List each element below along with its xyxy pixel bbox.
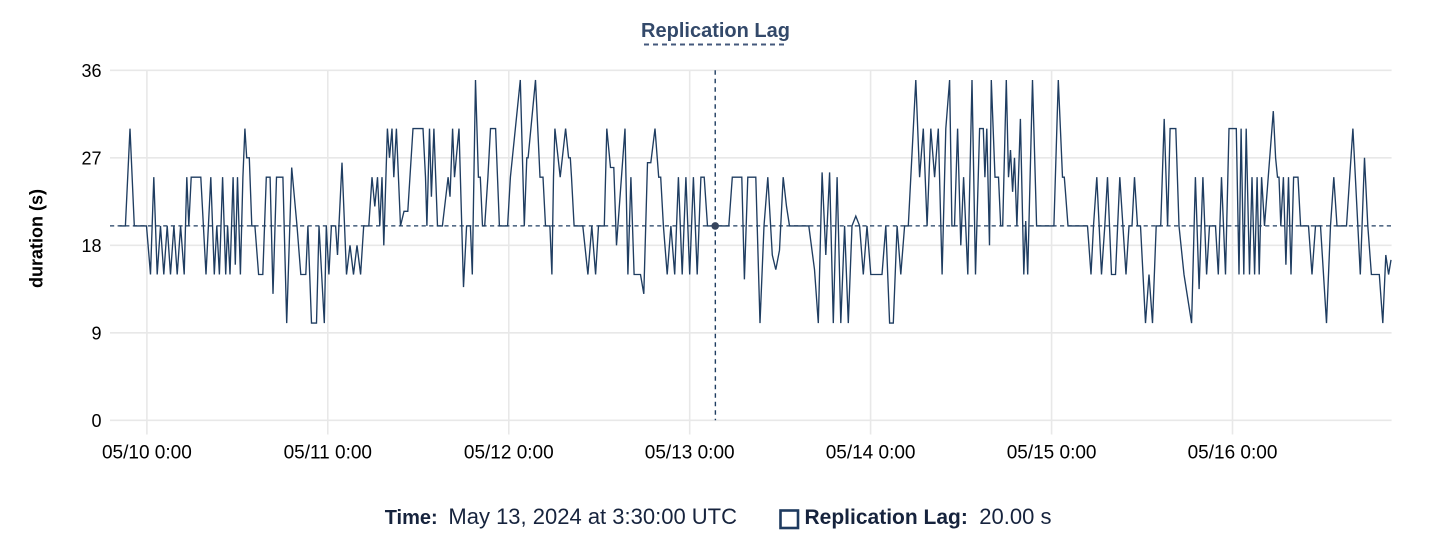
svg-text:05/10 0:00: 05/10 0:00	[102, 443, 192, 464]
svg-text:05/11 0:00: 05/11 0:00	[284, 443, 372, 464]
svg-text:18: 18	[81, 236, 101, 256]
svg-text:0: 0	[91, 411, 101, 431]
svg-text:9: 9	[91, 323, 101, 343]
svg-text:duration (s): duration (s)	[27, 189, 47, 288]
svg-text:Time:: Time:	[385, 507, 438, 529]
svg-text:May 13, 2024 at 3:30:00 UTC: May 13, 2024 at 3:30:00 UTC	[448, 504, 737, 529]
svg-text:05/13 0:00: 05/13 0:00	[645, 443, 735, 464]
svg-text:Replication Lag:: Replication Lag:	[805, 506, 968, 529]
svg-text:20.00 s: 20.00 s	[979, 504, 1051, 529]
svg-text:05/15 0:00: 05/15 0:00	[1007, 443, 1097, 464]
svg-text:05/16 0:00: 05/16 0:00	[1188, 443, 1278, 464]
svg-text:05/12 0:00: 05/12 0:00	[464, 443, 554, 464]
svg-text:36: 36	[81, 61, 101, 81]
svg-text:27: 27	[81, 148, 101, 168]
svg-text:Replication Lag: Replication Lag	[641, 20, 790, 42]
svg-text:05/14 0:00: 05/14 0:00	[826, 443, 916, 464]
